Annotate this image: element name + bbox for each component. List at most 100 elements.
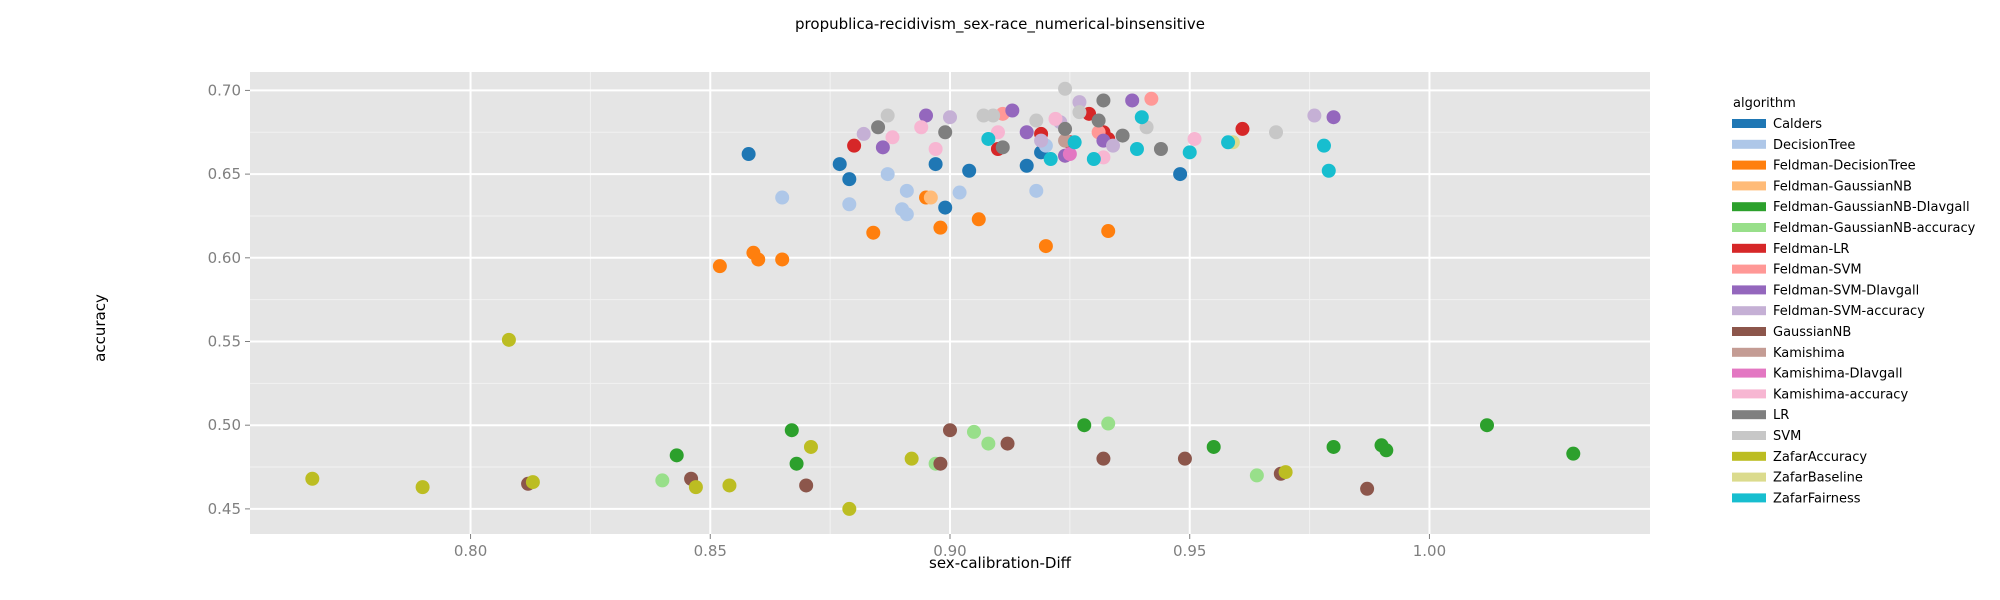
data-point [789, 456, 804, 471]
legend-swatch [1732, 243, 1766, 253]
data-point [1269, 125, 1284, 140]
data-point [1134, 110, 1149, 125]
data-point [847, 138, 862, 153]
data-point [899, 183, 914, 198]
data-point [1235, 121, 1250, 136]
data-point [842, 172, 857, 187]
series-zafarfairness [981, 110, 1336, 178]
data-point [880, 167, 895, 182]
data-point [1101, 224, 1116, 239]
legend-label: Kamishima [1773, 346, 1845, 361]
legend-swatch [1732, 410, 1766, 420]
data-point [933, 456, 948, 471]
data-point [741, 147, 756, 162]
data-point [1125, 93, 1140, 108]
data-point [1307, 108, 1322, 123]
data-point [1043, 152, 1058, 167]
legend-label: SVM [1773, 429, 1801, 444]
data-point [871, 120, 886, 135]
legend-label: ZafarAccuracy [1773, 450, 1867, 465]
legend-label: DecisionTree [1773, 138, 1855, 153]
legend-label: LR [1773, 408, 1789, 423]
data-point [943, 423, 957, 438]
data-point [1144, 91, 1159, 106]
legend-label: Feldman-GaussianNB-DIavgall [1773, 200, 1970, 215]
data-point [919, 108, 934, 123]
chart-title: propublica-recidivism_sex-race_numerical… [795, 15, 1205, 34]
data-point [1129, 142, 1144, 156]
data-point [1062, 147, 1077, 162]
data-point [966, 424, 981, 439]
y-tick-label: 0.60 [208, 249, 241, 267]
legend-swatch [1732, 160, 1766, 170]
legend-swatch [1732, 306, 1766, 316]
legend: algorithm Calders DecisionTree Feldman-Dec… [1732, 96, 1976, 506]
y-axis-title: accuracy [91, 294, 109, 362]
data-point [1101, 416, 1116, 431]
legend-swatch [1732, 327, 1766, 336]
legend-swatch [1732, 285, 1766, 295]
data-point [722, 478, 737, 493]
data-point [1173, 167, 1188, 182]
legend-swatch [1732, 119, 1766, 128]
data-point [415, 480, 430, 495]
legend-swatch [1732, 451, 1766, 461]
data-point [832, 157, 847, 172]
series-zafaraccuracy [305, 332, 1293, 516]
y-tick-label: 0.50 [208, 416, 241, 434]
data-point [885, 130, 900, 145]
data-point [1177, 451, 1192, 466]
data-point [866, 225, 881, 240]
data-point [875, 140, 890, 155]
legend-swatch [1732, 139, 1766, 149]
data-point [842, 501, 857, 516]
x-tick-label: 0.95 [1173, 542, 1206, 560]
legend-swatch [1732, 223, 1766, 232]
data-point [669, 448, 684, 463]
legend-label: Kamishima-accuracy [1773, 387, 1908, 402]
data-point [914, 120, 929, 135]
x-tick-label: 0.80 [454, 542, 487, 560]
data-point [1278, 465, 1293, 480]
data-point [1019, 125, 1034, 140]
data-point [1034, 133, 1049, 148]
x-tick-label: 0.90 [933, 542, 966, 560]
data-point [1182, 145, 1197, 160]
data-point [799, 478, 814, 493]
data-point [1096, 451, 1111, 466]
data-point [962, 163, 977, 178]
legend-label: Feldman-SVM-accuracy [1773, 304, 1925, 319]
data-point [943, 110, 957, 125]
data-point [981, 131, 996, 146]
data-point [1086, 152, 1101, 167]
series-feldman-gaussiannb-accuracy [655, 416, 1264, 488]
data-point [938, 125, 953, 140]
y-tick-label: 0.65 [208, 165, 241, 183]
series-gaussiannb [521, 423, 1375, 496]
data-point [1321, 163, 1336, 178]
data-point [899, 207, 914, 222]
data-point [1029, 113, 1044, 128]
legend-label: Feldman-SVM [1773, 263, 1862, 278]
data-point [1029, 183, 1044, 198]
data-point [1206, 439, 1221, 454]
data-point [1566, 446, 1581, 461]
data-point [1072, 105, 1087, 120]
series-lr [871, 93, 1168, 156]
legend-swatch [1732, 202, 1766, 212]
data-point [1058, 121, 1073, 136]
series-decisiontree [775, 138, 1053, 222]
data-point [1048, 111, 1063, 126]
data-point [842, 197, 857, 212]
data-point [986, 108, 1001, 123]
data-point [784, 423, 799, 438]
data-point [1221, 135, 1236, 150]
data-point [1072, 95, 1087, 110]
y-tick-label: 0.45 [208, 500, 241, 518]
data-point [995, 140, 1010, 155]
x-tick-labels: 0.80 0.85 0.90 0.95 1.00 [454, 534, 1446, 560]
data-point [1326, 439, 1341, 454]
data-point [1106, 138, 1121, 153]
legend-swatch [1732, 368, 1766, 378]
